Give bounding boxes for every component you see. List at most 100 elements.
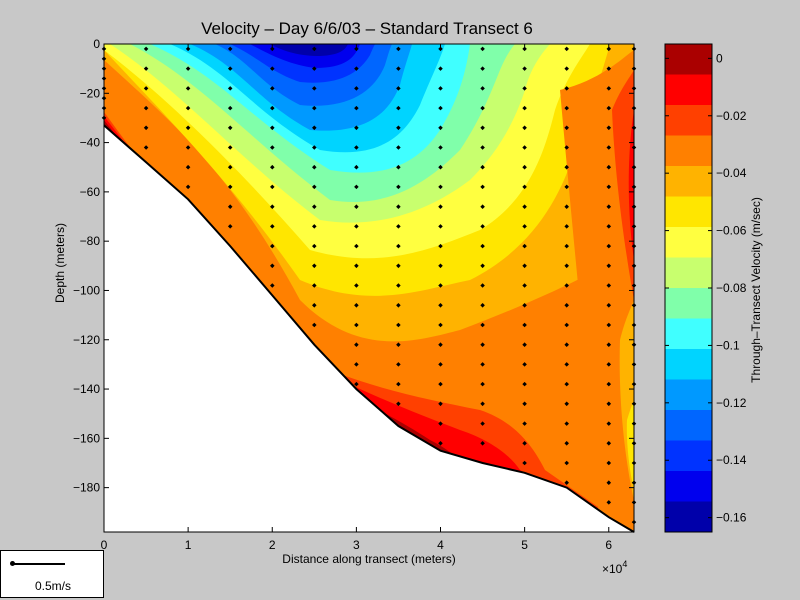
- colorbar-tick-label: −0.14: [716, 453, 747, 467]
- y-axis-ticks: 0 −20 −40 −60 −80 −100 −120 −140 −160 −180: [73, 37, 634, 495]
- measurement-point: [522, 381, 527, 387]
- x-tick-label: 1: [185, 538, 192, 552]
- measurement-point: [480, 204, 485, 209]
- measurement-point: [438, 224, 443, 229]
- colorbar-swatch: [665, 471, 712, 502]
- contour-band: [270, 44, 348, 56]
- x-tick-label: 4: [437, 538, 444, 552]
- measurement-point: [312, 204, 317, 209]
- measurement-point: [564, 401, 569, 407]
- x-axis-label: Distance along transect (meters): [282, 552, 455, 566]
- measurement-point: [312, 86, 317, 91]
- measurement-point: [312, 125, 317, 131]
- measurement-point: [480, 322, 485, 328]
- colorbar-swatch: [665, 288, 712, 319]
- measurement-point: [354, 362, 359, 367]
- measurement-point: [438, 441, 443, 446]
- measurement-point: [396, 362, 401, 367]
- colorbar-swatch: [665, 44, 712, 75]
- measurement-point: [312, 263, 317, 269]
- x-tick-label: 5: [521, 538, 528, 552]
- measurement-point: [438, 204, 443, 209]
- x-tick-label: 6: [605, 538, 612, 552]
- y-tick-label: 0: [93, 37, 100, 51]
- y-tick-label: −20: [80, 86, 101, 100]
- y-tick-label: −60: [80, 185, 101, 199]
- x-tick-label: 3: [353, 538, 360, 552]
- measurement-point: [606, 401, 612, 407]
- colorbar-swatch: [665, 318, 712, 350]
- colorbar-swatch: [665, 257, 712, 289]
- colorbar-tick-label: −0.04: [716, 166, 747, 180]
- measurement-point: [480, 184, 485, 190]
- measurement-point: [606, 441, 612, 446]
- measurement-point: [354, 303, 359, 308]
- colorbar-swatch: [665, 227, 712, 258]
- measurement-point: [270, 243, 275, 249]
- measurement-point: [312, 303, 317, 308]
- measurement-point: [606, 342, 612, 347]
- measurement-point: [354, 322, 359, 328]
- measurement-point: [480, 381, 485, 387]
- y-tick-label: −140: [73, 382, 100, 396]
- measurement-point: [354, 381, 359, 387]
- x-multiplier-label: ×104: [602, 559, 627, 576]
- measurement-point: [270, 86, 275, 91]
- measurement-point: [270, 224, 275, 229]
- measurement-point: [227, 46, 233, 52]
- colorbar-tick-label: −0.12: [716, 396, 747, 410]
- measurement-point: [606, 460, 612, 466]
- measurement-point: [438, 401, 443, 407]
- measurement-point: [438, 362, 443, 367]
- measurement-point: [312, 322, 317, 328]
- measurement-point: [564, 421, 569, 426]
- chart-title: Velocity – Day 6/6/03 – Standard Transec…: [201, 19, 533, 38]
- measurement-point: [522, 460, 527, 466]
- measurement-point: [270, 66, 275, 71]
- measurement-point: [564, 322, 569, 328]
- measurement-point: [438, 283, 443, 288]
- measurement-point: [270, 184, 275, 190]
- plot-frame: [103, 43, 635, 533]
- y-tick-label: −180: [73, 481, 100, 495]
- measurement-point: [438, 303, 443, 308]
- measurement-point: [396, 322, 401, 328]
- measurement-point: [354, 184, 359, 190]
- x-axis-ticks: 0 1 2 3 4 5 6: [101, 44, 612, 552]
- y-axis-label: Depth (meters): [53, 223, 67, 303]
- measurement-point: [312, 283, 317, 288]
- measurement-point: [354, 342, 359, 347]
- x-multiplier-base: ×10: [602, 562, 623, 576]
- contour-band: [626, 400, 634, 490]
- scale-arrow: [11, 563, 65, 565]
- colorbar-swatch: [665, 166, 712, 197]
- measurement-point: [564, 441, 569, 446]
- measurement-point: [270, 263, 275, 269]
- contour-band: [612, 70, 634, 300]
- measurement-point: [438, 164, 443, 170]
- measurement-point: [354, 224, 359, 229]
- measurement-point: [396, 342, 401, 347]
- colorbar-label: Through–Transect Velocity (m/sec): [749, 197, 763, 383]
- colorbar-swatch: [665, 349, 712, 380]
- measurement-point: [312, 145, 317, 150]
- measurement-point: [312, 105, 317, 111]
- measurement-point: [270, 164, 275, 170]
- measurement-point: [438, 381, 443, 387]
- colorbar-tick-label: −0.16: [716, 511, 747, 525]
- measurement-point: [606, 480, 612, 485]
- measurement-point: [522, 283, 527, 288]
- colorbar-swatch: [665, 135, 712, 167]
- measurement-point: [438, 263, 443, 269]
- measurement-point: [270, 145, 275, 150]
- measurement-point: [270, 105, 275, 111]
- measurement-point: [564, 342, 569, 347]
- measurement-point: [522, 441, 527, 446]
- measurement-point: [270, 204, 275, 209]
- measurement-point: [564, 381, 569, 387]
- seabed-mask: [104, 125, 634, 533]
- measurement-point: [480, 224, 485, 229]
- measurement-point: [312, 184, 317, 190]
- measurement-point: [312, 224, 317, 229]
- measurement-point: [396, 381, 401, 387]
